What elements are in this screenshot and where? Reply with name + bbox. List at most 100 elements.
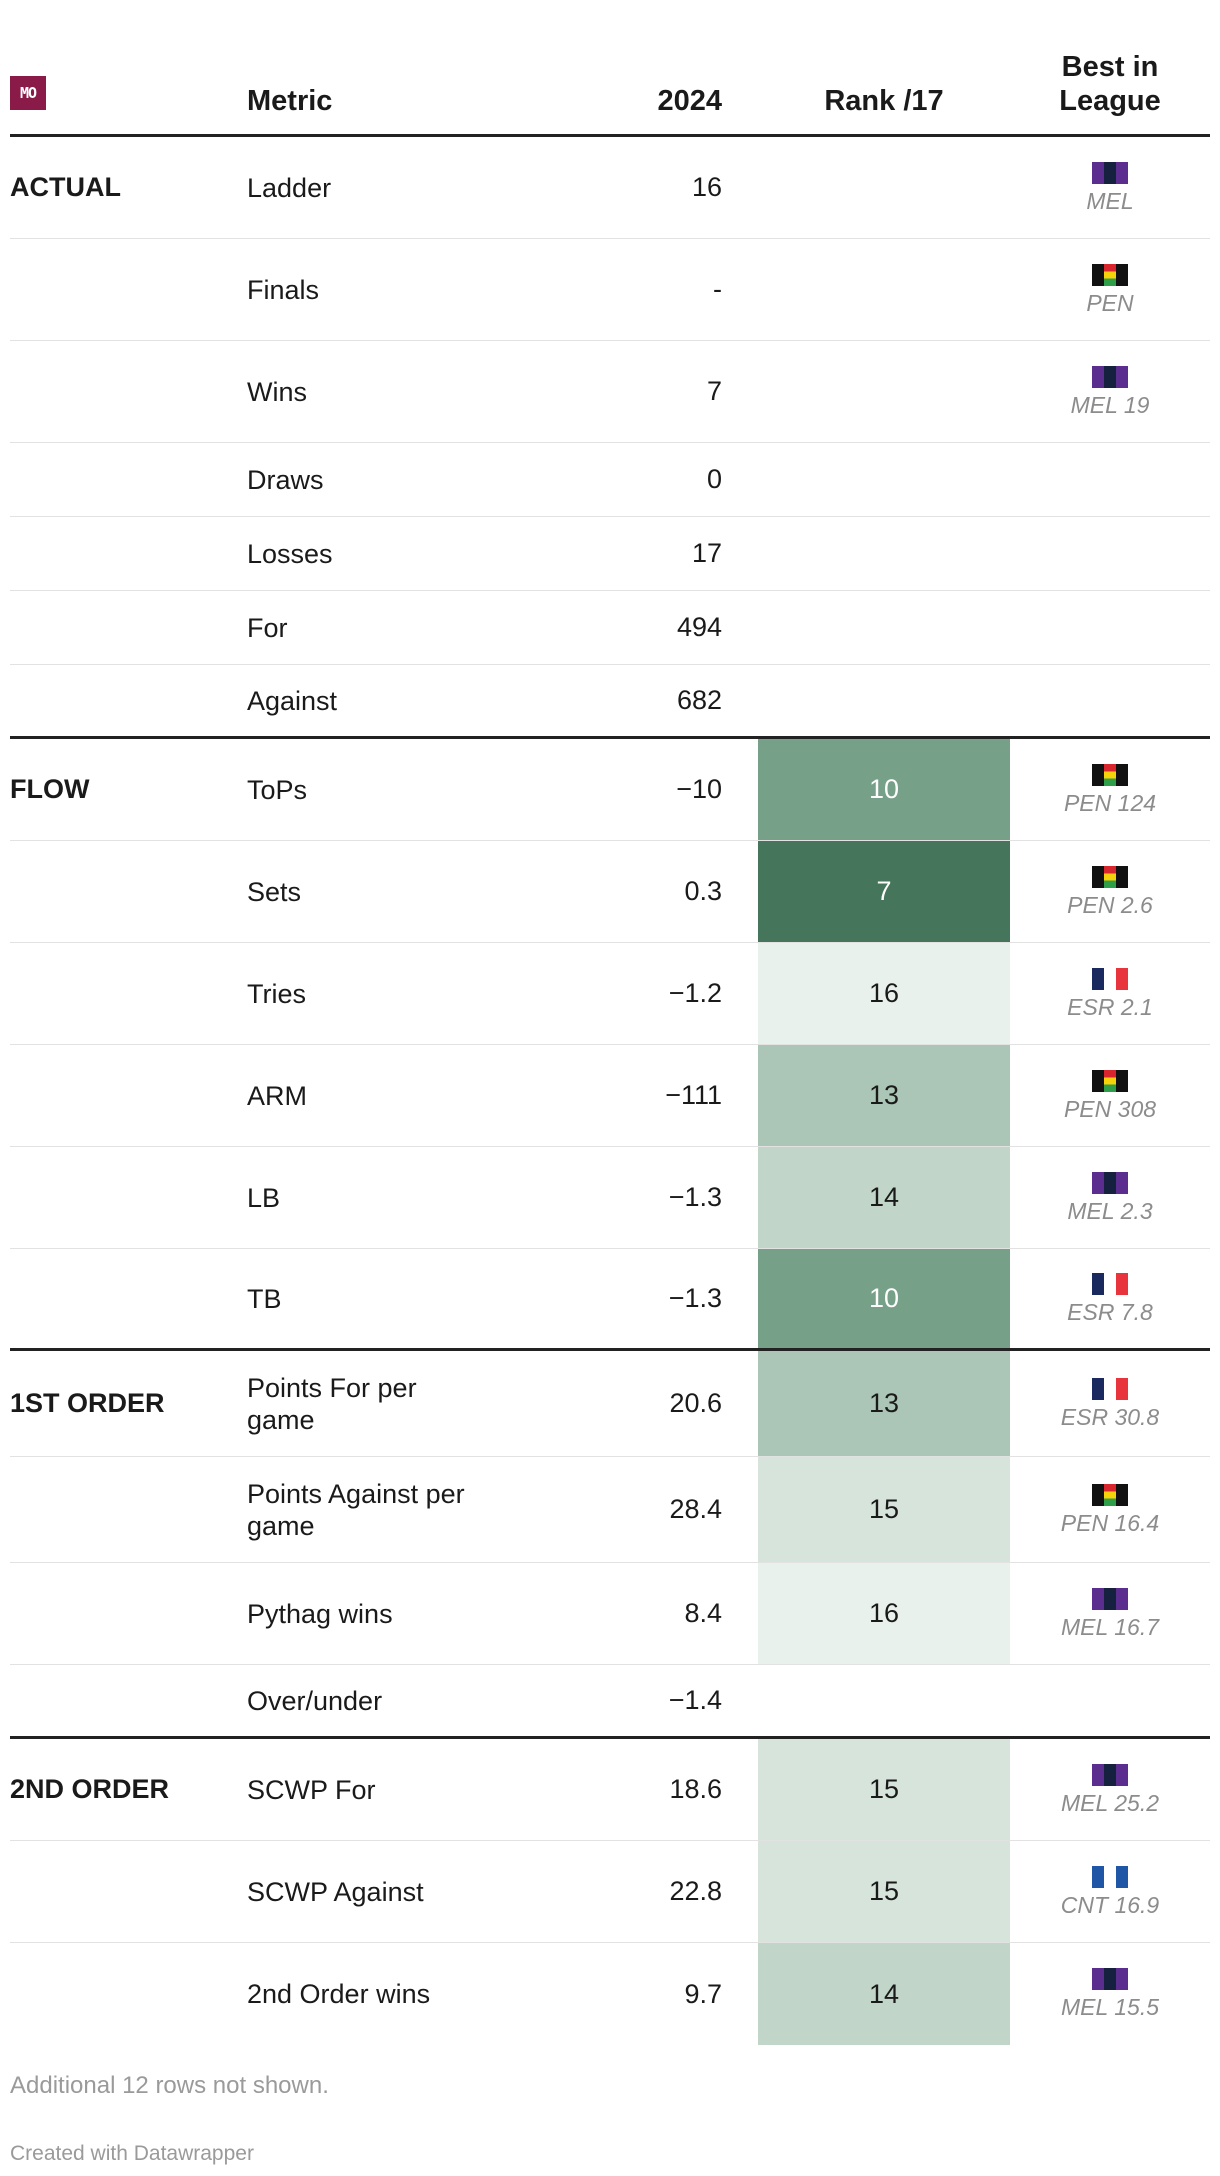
- best-team-text: MEL 16.7: [1061, 1614, 1159, 1640]
- table-row: TB −1.3 10 ESR 7.8: [10, 1249, 1210, 1351]
- best-team-value: 2.1: [1120, 993, 1153, 1020]
- row-metric-label: Over/under: [247, 1685, 383, 1716]
- row-metric-label: SCWP For: [247, 1774, 376, 1805]
- row-2024-value: 0.3: [684, 876, 722, 906]
- row-metric-label: Sets: [247, 876, 302, 907]
- row-rank-cell: 16: [758, 943, 1010, 1044]
- best-team-code: PEN: [1063, 1095, 1112, 1122]
- table-row: 2ND ORDER SCWP For 18.6 15 MEL 25.2: [10, 1739, 1210, 1841]
- table-row: Tries −1.2 16 ESR 2.1: [10, 943, 1210, 1045]
- best-team-code: MEL: [1067, 1197, 1115, 1224]
- mel-team-icon: [1092, 1968, 1128, 1990]
- row-rank-cell: 10: [758, 739, 1010, 840]
- column-header-metric[interactable]: Metric: [247, 85, 333, 117]
- row-best-in-league: MEL: [1010, 137, 1210, 238]
- table-body: ACTUAL Ladder 16 MEL Finals - PEN Wins 7 MEL 19 Dr…: [10, 137, 1210, 2045]
- datawrapper-credit[interactable]: Created with Datawrapper: [10, 2142, 254, 2165]
- table-row: 1ST ORDER Points For per game 20.6 13 ESR 30…: [10, 1351, 1210, 1457]
- best-team-text: MEL: [1086, 188, 1133, 214]
- row-group-label: ACTUAL: [10, 172, 121, 202]
- best-team-code: MEL: [1070, 391, 1118, 418]
- row-best-in-league: MEL 25.2: [1010, 1739, 1210, 1840]
- row-best-in-league: PEN 2.6: [1010, 841, 1210, 942]
- row-2024-value: 7: [706, 376, 722, 406]
- table-row: Against 682: [10, 665, 1210, 739]
- best-team-text: ESR 7.8: [1067, 1299, 1153, 1325]
- esr-team-icon: [1092, 1272, 1128, 1295]
- best-team-code: ESR: [1060, 1403, 1109, 1430]
- row-rank-cell: 13: [758, 1351, 1010, 1456]
- row-best-in-league: MEL 19: [1010, 341, 1210, 442]
- best-team-text: PEN 2.6: [1067, 892, 1153, 918]
- row-metric-label: Draws: [247, 464, 324, 495]
- best-team-value: 16.9: [1114, 1891, 1160, 1918]
- table-row: FLOW ToPs −10 10 PEN 124: [10, 739, 1210, 841]
- row-group-label: 1ST ORDER: [10, 1388, 165, 1418]
- row-rank-cell: 14: [758, 1147, 1010, 1248]
- row-group-label: 2ND ORDER: [10, 1774, 170, 1804]
- row-2024-value: 22.8: [669, 1876, 722, 1906]
- pen-team-icon: [1092, 763, 1128, 786]
- row-metric-label: ARM: [247, 1080, 307, 1111]
- mel-team-icon: [1092, 1171, 1128, 1194]
- table-row: Over/under −1.4: [10, 1665, 1210, 1739]
- column-header-best[interactable]: Best in League: [1059, 51, 1161, 117]
- row-best-in-league: MEL 16.7: [1010, 1563, 1210, 1664]
- column-header-rank[interactable]: Rank /17: [824, 85, 944, 117]
- best-team-value: 308: [1117, 1095, 1157, 1122]
- best-team-value: 2.3: [1120, 1197, 1153, 1224]
- best-team-code: PEN: [1067, 891, 1115, 918]
- row-rank-cell: 16: [758, 1563, 1010, 1664]
- table-row: ACTUAL Ladder 16 MEL: [10, 137, 1210, 239]
- row-best-in-league: PEN 308: [1010, 1045, 1210, 1146]
- row-metric-label: Against: [247, 685, 338, 716]
- best-team-value: 19: [1123, 391, 1150, 418]
- best-team-code: PEN: [1060, 1509, 1109, 1536]
- row-2024-value: 494: [676, 612, 722, 642]
- row-rank-cell: 13: [758, 1045, 1010, 1146]
- row-metric-label: Losses: [247, 538, 333, 569]
- row-best-in-league: ESR 30.8: [1010, 1351, 1210, 1456]
- row-2024-value: 0: [706, 464, 722, 494]
- row-2024-value: −1.3: [668, 1283, 722, 1313]
- best-team-code: MEL: [1060, 1789, 1108, 1816]
- best-team-value: 7.8: [1120, 1298, 1153, 1325]
- row-2024-value: 8.4: [684, 1598, 722, 1628]
- row-2024-value: −10: [676, 774, 722, 804]
- stats-table: MO Metric 2024 Rank /17 Best in League A…: [10, 0, 1210, 2045]
- best-team-value: 16.4: [1114, 1509, 1160, 1536]
- row-best-in-league: CNT 16.9: [1010, 1841, 1210, 1942]
- mel-team-icon: [1092, 1587, 1128, 1610]
- row-metric-label: LB: [247, 1182, 281, 1213]
- column-header-2024[interactable]: 2024: [657, 85, 722, 117]
- row-metric-label: Tries: [247, 978, 306, 1009]
- table-row: Wins 7 MEL 19: [10, 341, 1210, 443]
- row-metric-label: TB: [247, 1283, 282, 1314]
- best-team-value: 2.6: [1120, 891, 1153, 918]
- row-best-in-league: MEL 15.5: [1010, 1943, 1210, 2045]
- cnt-team-icon: [1092, 1865, 1128, 1888]
- row-metric-label: Points Against per game: [247, 1478, 465, 1541]
- mel-team-icon: [1092, 365, 1128, 388]
- row-metric-label: Ladder: [247, 172, 332, 203]
- row-2024-value: 16: [691, 172, 722, 202]
- best-team-text: ESR 30.8: [1061, 1404, 1159, 1430]
- row-2024-value: 9.7: [684, 1978, 722, 2009]
- row-rank-cell: 15: [758, 1739, 1010, 1840]
- pen-team-icon: [1092, 865, 1128, 888]
- best-team-value: 16.7: [1114, 1613, 1160, 1640]
- row-metric-label: Finals: [247, 274, 320, 305]
- row-rank-cell: 14: [758, 1943, 1010, 2045]
- row-rank-cell: 10: [758, 1249, 1010, 1348]
- table-row: Pythag wins 8.4 16 MEL 16.7: [10, 1563, 1210, 1665]
- table-row: Sets 0.3 7 PEN 2.6: [10, 841, 1210, 943]
- row-2024-value: 682: [676, 685, 722, 715]
- table-row: SCWP Against 22.8 15 CNT 16.9: [10, 1841, 1210, 1943]
- row-2024-value: −1.3: [668, 1182, 722, 1212]
- best-team-code: PEN: [1086, 289, 1134, 316]
- row-metric-label: SCWP Against: [247, 1876, 424, 1907]
- row-best-in-league: PEN: [1010, 239, 1210, 340]
- row-best-in-league: PEN 16.4: [1010, 1457, 1210, 1562]
- rows-not-shown-note: Additional 12 rows not shown.: [10, 2072, 329, 2099]
- row-2024-value: −111: [665, 1080, 722, 1110]
